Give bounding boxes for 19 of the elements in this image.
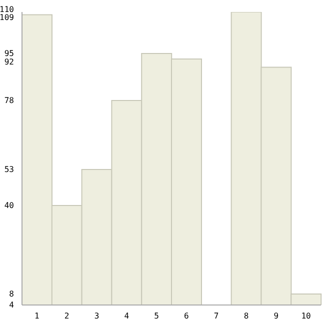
x-tick-label: 5 [154,312,160,321]
y-tick-label: 8 [9,289,14,298]
y-tick-label: 40 [4,200,14,210]
x-tick-label: 9 [274,312,279,321]
x-tick-label: 1 [34,312,40,321]
x-tick-label: 4 [124,312,130,321]
y-tick-label: 4 [9,300,14,310]
x-tick-label: 8 [244,312,249,321]
y-tick-label: 110 [0,4,14,14]
y-tick-label: 95 [4,48,14,58]
y-tick-label: 78 [4,96,14,105]
x-tick-label: 7 [214,312,219,321]
y-tick-label: 92 [4,57,14,66]
y-tick-label: 109 [0,12,14,22]
x-tick-label: 3 [94,312,100,321]
x-tick-label: 2 [64,312,70,321]
x-tick-label: 10 [301,312,312,321]
y-tick-label: 53 [4,165,14,174]
x-tick-label: 6 [184,312,190,321]
